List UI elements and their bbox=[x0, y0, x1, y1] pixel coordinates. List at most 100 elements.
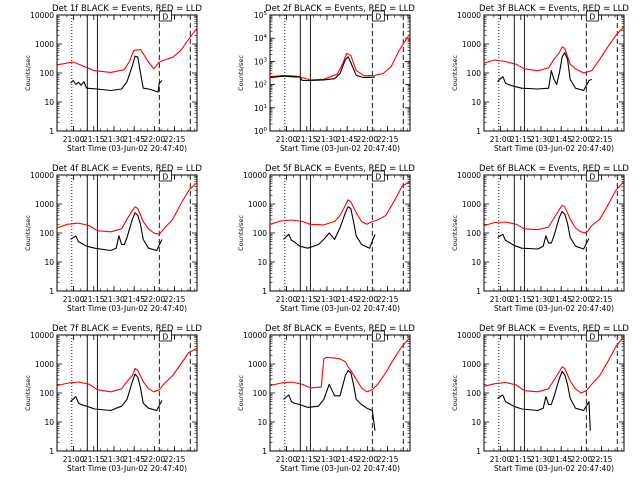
panel-title: Det 5f BLACK = Events, RED = LLD bbox=[265, 164, 415, 174]
panel-det-3f: 1 10 100 1000 10000 21:0021:1521:3021:4522:00… bbox=[451, 4, 629, 153]
x-tick-label: 22:00 bbox=[571, 135, 593, 144]
x-tick-label: 22:15 bbox=[591, 295, 613, 304]
series-line-lld bbox=[56, 347, 198, 393]
dataset-annotation-box bbox=[371, 10, 385, 22]
x-tick-label: 21:15 bbox=[296, 135, 318, 144]
y-axis-label: Counts/sec bbox=[237, 375, 245, 411]
panel-title: Det 7f BLACK = Events, RED = LLD bbox=[52, 324, 202, 334]
plot-frame bbox=[56, 334, 198, 452]
y-tick-label: 10000 bbox=[457, 171, 481, 180]
x-tick-label: 22:00 bbox=[571, 295, 593, 304]
panel-det-8f: 1 10 100 1000 10000 21:0021:1521:3021:4522:00… bbox=[237, 324, 415, 473]
series-line-events bbox=[70, 373, 163, 412]
x-axis-label: Start Time (03-Jun-02 20:47:40) bbox=[280, 304, 400, 313]
panel-title: Det 9f BLACK = Events, RED = LLD bbox=[479, 324, 629, 334]
series-line-lld bbox=[483, 181, 625, 234]
y-axis-label: Counts/sec bbox=[24, 215, 32, 251]
panel-title: Det 2f BLACK = Events, RED = LLD bbox=[265, 4, 415, 14]
series-line-lld bbox=[269, 33, 411, 81]
y-axis-label: Counts/sec bbox=[451, 55, 459, 91]
dataset-annotation-box bbox=[585, 10, 599, 22]
y-tick-label: 1 bbox=[49, 127, 54, 136]
x-tick-label: 21:45 bbox=[336, 135, 358, 144]
y-tick-label: 10 bbox=[44, 258, 54, 267]
series-line-events bbox=[70, 55, 163, 93]
y-tick-label: 105 bbox=[254, 11, 268, 20]
x-tick-label: 21:15 bbox=[83, 295, 105, 304]
x-axis-label: Start Time (03-Jun-02 20:47:40) bbox=[494, 464, 614, 473]
x-tick-label: 22:00 bbox=[144, 455, 166, 464]
x-tick-label: 22:00 bbox=[144, 135, 166, 144]
y-tick-label: 1000 bbox=[248, 360, 267, 369]
x-tick-label: 22:00 bbox=[144, 295, 166, 304]
y-tick-label: 10000 bbox=[30, 331, 54, 340]
y-tick-label: 1 bbox=[49, 287, 54, 296]
x-tick-label: 21:00 bbox=[276, 455, 298, 464]
y-tick-label: 10 bbox=[257, 418, 267, 427]
x-tick-label: 21:45 bbox=[123, 295, 145, 304]
panel-det-7f: 1 10 100 1000 10000 21:0021:1521:3021:4522:00… bbox=[24, 324, 202, 473]
x-tick-label: 22:00 bbox=[357, 455, 379, 464]
panel-det-2f: 10010110210310410521:0021:1521:3021:4522… bbox=[237, 4, 415, 153]
x-tick-label: 21:45 bbox=[123, 135, 145, 144]
x-tick-label: 22:15 bbox=[591, 135, 613, 144]
x-tick-label: 21:45 bbox=[550, 455, 572, 464]
plot-frame bbox=[269, 174, 411, 292]
y-tick-label: 104 bbox=[254, 34, 268, 43]
dataset-annotation-box bbox=[585, 170, 599, 182]
plot-frame bbox=[56, 174, 198, 292]
panel-title: Det 3f BLACK = Events, RED = LLD bbox=[479, 4, 629, 14]
y-axis-label: Counts/sec bbox=[451, 375, 459, 411]
panel-title: Det 8f BLACK = Events, RED = LLD bbox=[265, 324, 415, 334]
dataset-annotation-box bbox=[158, 170, 172, 182]
dataset-annotation-box bbox=[158, 330, 172, 342]
x-tick-label: 21:30 bbox=[530, 295, 552, 304]
x-tick-label: 21:15 bbox=[510, 455, 532, 464]
x-tick-label: 21:30 bbox=[530, 135, 552, 144]
x-axis-label: Start Time (03-Jun-02 20:47:40) bbox=[494, 304, 614, 313]
y-axis-label: Counts/sec bbox=[24, 55, 32, 91]
plot-frame bbox=[269, 334, 411, 452]
y-tick-label: 1000 bbox=[35, 360, 54, 369]
dataset-annotation-label: D bbox=[162, 13, 168, 22]
dataset-annotation-label: D bbox=[589, 173, 595, 182]
y-tick-label: 100 bbox=[40, 229, 55, 238]
y-tick-label: 1 bbox=[262, 447, 267, 456]
dataset-annotation-label: D bbox=[375, 333, 381, 342]
x-axis-label: Start Time (03-Jun-02 20:47:40) bbox=[494, 144, 614, 153]
x-tick-label: 21:30 bbox=[316, 135, 338, 144]
y-tick-label: 10000 bbox=[30, 11, 54, 20]
x-tick-label: 22:15 bbox=[164, 295, 186, 304]
x-tick-label: 21:45 bbox=[550, 295, 572, 304]
y-tick-label: 100 bbox=[254, 127, 268, 136]
panel-det-5f: 1 10 100 1000 10000 21:0021:1521:3021:4522:00… bbox=[237, 164, 415, 313]
x-tick-label: 21:45 bbox=[336, 295, 358, 304]
series-line-lld bbox=[483, 335, 625, 394]
y-tick-label: 10 bbox=[471, 418, 481, 427]
x-tick-label: 21:30 bbox=[103, 295, 125, 304]
x-tick-label: 21:00 bbox=[63, 295, 85, 304]
y-tick-label: 1000 bbox=[462, 360, 481, 369]
panel-det-1f: 1 10 100 1000 10000 21:0021:1521:3021:4522:00… bbox=[24, 4, 202, 153]
series-line-lld bbox=[269, 180, 411, 226]
y-axis-label: Counts/sec bbox=[24, 375, 32, 411]
dataset-annotation-label: D bbox=[162, 173, 168, 182]
x-axis-label: Start Time (03-Jun-02 20:47:40) bbox=[280, 144, 400, 153]
y-tick-label: 1000 bbox=[462, 40, 481, 49]
series-line-lld bbox=[483, 26, 625, 74]
y-tick-label: 1 bbox=[49, 447, 54, 456]
y-tick-label: 1 bbox=[476, 447, 481, 456]
y-tick-label: 103 bbox=[254, 57, 268, 66]
dataset-annotation-label: D bbox=[162, 333, 168, 342]
x-tick-label: 22:15 bbox=[377, 135, 399, 144]
x-tick-label: 21:00 bbox=[63, 455, 85, 464]
plot-frame bbox=[56, 14, 198, 132]
dataset-annotation-label: D bbox=[589, 13, 595, 22]
y-tick-label: 100 bbox=[40, 69, 55, 78]
x-tick-label: 21:30 bbox=[316, 455, 338, 464]
dataset-annotation-box bbox=[371, 330, 385, 342]
y-tick-label: 10 bbox=[257, 258, 267, 267]
y-tick-label: 1000 bbox=[35, 200, 54, 209]
x-tick-label: 22:00 bbox=[571, 455, 593, 464]
